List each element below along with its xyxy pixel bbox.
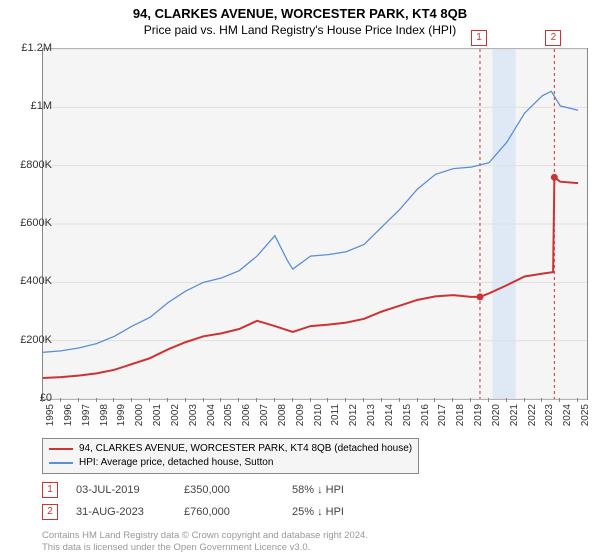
event-marker-badge: 2 — [42, 504, 58, 520]
x-axis-label: 2003 — [188, 404, 199, 426]
footer-line: This data is licensed under the Open Gov… — [42, 542, 368, 554]
x-axis-label: 2006 — [241, 404, 252, 426]
legend-label: HPI: Average price, detached house, Sutt… — [79, 456, 273, 470]
x-axis-label: 1999 — [116, 404, 127, 426]
event-price: £350,000 — [184, 484, 274, 496]
footer-line: Contains HM Land Registry data © Crown c… — [42, 530, 368, 542]
x-axis-label: 2022 — [527, 404, 538, 426]
event-delta: 25% ↓ HPI — [292, 506, 382, 518]
x-axis-label: 2018 — [455, 404, 466, 426]
event-price: £760,000 — [184, 506, 274, 518]
x-axis-label: 2002 — [170, 404, 181, 426]
chart-marker-badge: 1 — [471, 30, 487, 46]
y-axis-label: £600K — [12, 217, 52, 229]
x-axis-label: 2016 — [420, 404, 431, 426]
x-axis-label: 2015 — [402, 404, 413, 426]
y-axis-label: £0 — [12, 392, 52, 404]
x-axis-label: 2009 — [295, 404, 306, 426]
x-axis-label: 2000 — [134, 404, 145, 426]
y-axis-label: £400K — [12, 275, 52, 287]
x-axis-label: 2001 — [152, 404, 163, 426]
x-axis-label: 1997 — [81, 404, 92, 426]
y-axis-label: £800K — [12, 159, 52, 171]
attribution-footer: Contains HM Land Registry data © Crown c… — [42, 530, 368, 554]
x-axis-label: 1995 — [45, 404, 56, 426]
chart-title: 94, CLARKES AVENUE, WORCESTER PARK, KT4 … — [0, 0, 600, 21]
legend-label: 94, CLARKES AVENUE, WORCESTER PARK, KT4 … — [79, 442, 412, 456]
legend: 94, CLARKES AVENUE, WORCESTER PARK, KT4 … — [42, 438, 419, 474]
chart-svg — [43, 49, 587, 399]
chart-marker-badge: 2 — [545, 30, 561, 46]
x-axis-label: 2023 — [544, 404, 555, 426]
event-marker-badge: 1 — [42, 482, 58, 498]
event-date: 31-AUG-2023 — [76, 506, 166, 518]
x-axis-label: 2025 — [580, 404, 591, 426]
x-axis-label: 1998 — [99, 404, 110, 426]
legend-item: HPI: Average price, detached house, Sutt… — [49, 456, 412, 470]
event-row: 1 03-JUL-2019 £350,000 58% ↓ HPI — [42, 482, 382, 498]
y-axis-label: £1.2M — [12, 42, 52, 54]
x-axis-label: 2010 — [313, 404, 324, 426]
x-axis-label: 2008 — [277, 404, 288, 426]
x-axis-label: 2013 — [366, 404, 377, 426]
x-axis-label: 2011 — [330, 404, 341, 426]
x-axis-label: 2019 — [473, 404, 484, 426]
chart-subtitle: Price paid vs. HM Land Registry's House … — [0, 21, 600, 41]
x-axis-label: 2021 — [509, 404, 520, 426]
y-axis-label: £1M — [12, 100, 52, 112]
x-axis-label: 2012 — [348, 404, 359, 426]
x-axis-label: 2014 — [384, 404, 395, 426]
x-axis-label: 2004 — [206, 404, 217, 426]
x-axis-label: 2017 — [437, 404, 448, 426]
event-date: 03-JUL-2019 — [76, 484, 166, 496]
legend-item: 94, CLARKES AVENUE, WORCESTER PARK, KT4 … — [49, 442, 412, 456]
x-axis-label: 1996 — [63, 404, 74, 426]
y-axis-label: £200K — [12, 334, 52, 346]
x-axis-label: 2005 — [223, 404, 234, 426]
event-row: 2 31-AUG-2023 £760,000 25% ↓ HPI — [42, 504, 382, 520]
chart-plot-area — [42, 48, 588, 400]
x-axis-label: 2024 — [562, 404, 573, 426]
x-axis-label: 2007 — [259, 404, 270, 426]
x-axis-label: 2020 — [491, 404, 502, 426]
event-delta: 58% ↓ HPI — [292, 484, 382, 496]
